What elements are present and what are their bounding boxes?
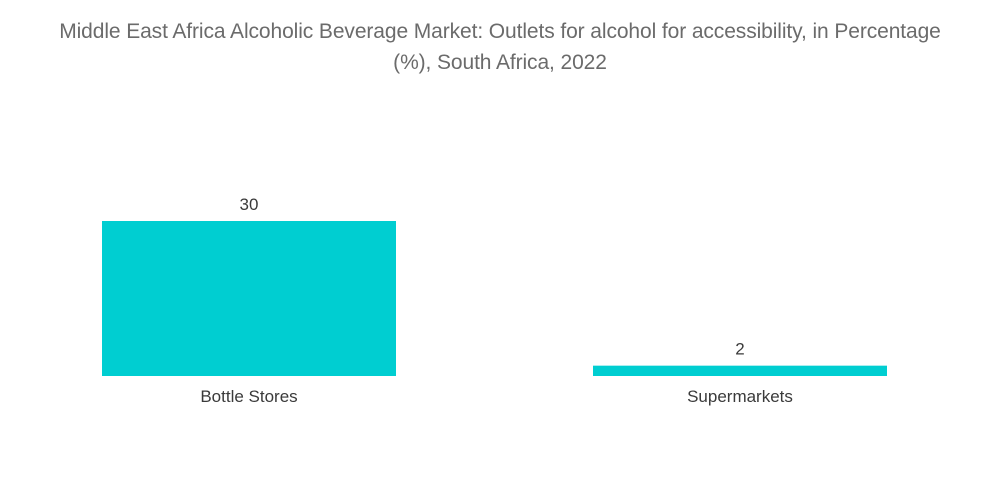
bar-supermarkets [593,365,887,376]
category-label-supermarkets: Supermarkets [687,387,793,406]
category-label-bottle-stores: Bottle Stores [200,387,297,406]
chart-title: Middle East Africa Alcoholic Beverage Ma… [59,20,941,74]
labels-group: 30 Bottle Stores 2 Supermarkets [200,195,793,406]
data-label-bottle-stores: 30 [240,195,259,214]
bars-group [102,221,887,376]
data-label-supermarkets: 2 [735,340,744,359]
bar-bottle-stores [102,221,396,376]
